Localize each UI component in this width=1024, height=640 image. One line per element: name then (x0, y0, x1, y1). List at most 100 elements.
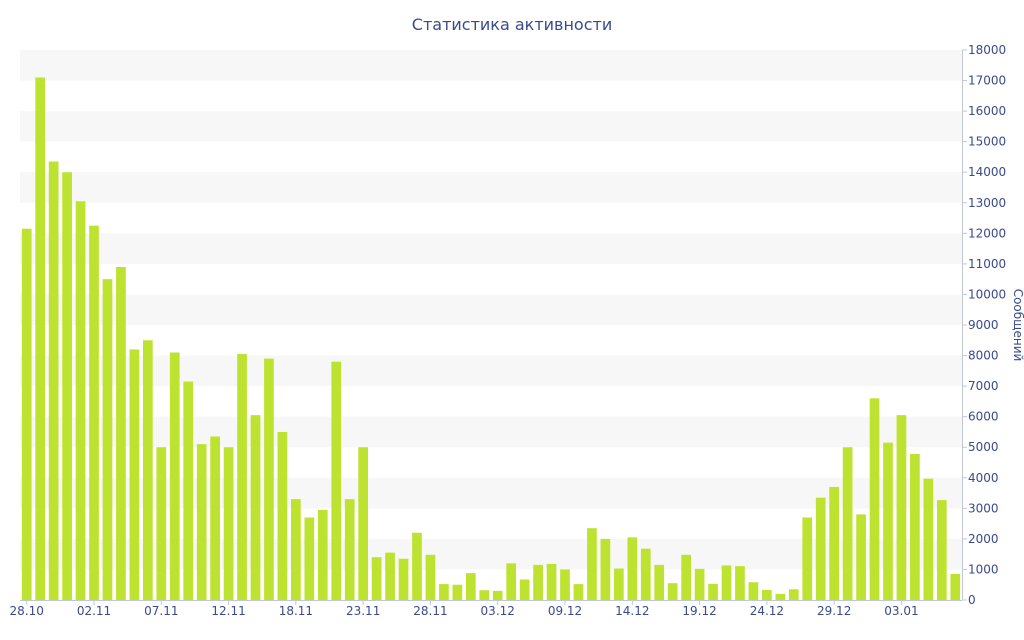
bar[interactable] (277, 431, 288, 600)
bar[interactable] (89, 225, 99, 600)
bar[interactable] (371, 557, 382, 600)
bar[interactable] (116, 266, 126, 600)
y-tick-label: 7000 (968, 379, 999, 393)
bar[interactable] (264, 358, 274, 600)
x-tick-label: 03.01 (884, 604, 918, 618)
bar[interactable] (896, 415, 907, 600)
y-tick-label: 3000 (968, 501, 999, 515)
bar[interactable] (492, 590, 503, 600)
bar[interactable] (627, 537, 638, 600)
bar[interactable] (183, 381, 194, 600)
bar[interactable] (748, 582, 759, 600)
bar[interactable] (237, 354, 247, 600)
bar[interactable] (35, 77, 46, 601)
bar[interactable] (291, 499, 301, 600)
bar[interactable] (600, 538, 611, 600)
y-axis-title: Сообщений (1011, 289, 1024, 362)
bar[interactable] (62, 172, 72, 600)
grid-band (20, 233, 962, 264)
bar[interactable] (425, 554, 436, 600)
bar[interactable] (829, 486, 839, 600)
bar[interactable] (331, 361, 342, 600)
y-tick-label: 18000 (968, 43, 1006, 57)
bar[interactable] (923, 478, 934, 600)
bar[interactable] (479, 590, 490, 600)
bar[interactable] (48, 161, 59, 600)
bar[interactable] (196, 444, 207, 600)
bar[interactable] (694, 568, 705, 600)
bar[interactable] (775, 593, 786, 600)
bar[interactable] (506, 563, 517, 600)
bar[interactable] (358, 447, 368, 600)
y-tick-label: 9000 (968, 318, 999, 332)
bar[interactable] (802, 517, 813, 601)
y-tick-label: 0 (968, 593, 976, 607)
bar[interactable] (304, 517, 315, 601)
grid-band (20, 416, 962, 448)
x-tick-label: 03.12 (481, 604, 515, 618)
bar[interactable] (317, 509, 328, 600)
bar[interactable] (815, 497, 826, 600)
x-axis-ticks: 28.10 02.11 07.11 12.11 18.11 23.11 28.11 03.12… (10, 600, 919, 618)
bar[interactable] (950, 574, 961, 600)
bar[interactable] (910, 453, 920, 600)
bar[interactable] (735, 566, 745, 600)
y-tick-label: 2000 (968, 532, 999, 546)
bar[interactable] (143, 340, 153, 600)
bar[interactable] (344, 499, 355, 600)
bar[interactable] (762, 589, 772, 600)
bar[interactable] (640, 548, 651, 600)
x-tick-label: 09.12 (548, 604, 582, 618)
bar[interactable] (667, 583, 678, 600)
bar[interactable] (560, 569, 570, 600)
bar[interactable] (587, 528, 597, 600)
bar[interactable] (546, 563, 557, 600)
bar[interactable] (573, 584, 584, 600)
y-tick-label: 10000 (968, 287, 1006, 301)
bar[interactable] (681, 554, 691, 600)
bar[interactable] (842, 447, 853, 600)
y-tick-label: 13000 (968, 196, 1006, 210)
bar[interactable] (869, 398, 880, 600)
y-tick-label: 4000 (968, 471, 999, 485)
bar[interactable] (883, 442, 893, 600)
bar[interactable] (465, 573, 476, 600)
bar[interactable] (654, 564, 665, 600)
bar[interactable] (856, 514, 866, 600)
bar[interactable] (519, 579, 530, 600)
y-tick-label: 17000 (968, 74, 1006, 88)
bar[interactable] (129, 349, 140, 600)
bar[interactable] (385, 552, 395, 600)
y-tick-label: 15000 (968, 135, 1006, 149)
bar[interactable] (614, 568, 624, 600)
bar[interactable] (156, 447, 167, 600)
bar[interactable] (210, 436, 220, 600)
bar[interactable] (223, 447, 234, 600)
y-axis-ticks: 0 1000 2000 3000 4000 5000 6000 7000 8000 9000 100… (962, 43, 1006, 607)
bar[interactable] (75, 201, 86, 600)
x-tick-label: 28.11 (413, 604, 447, 618)
bar[interactable] (250, 415, 261, 600)
bar[interactable] (533, 564, 543, 600)
x-tick-label: 02.11 (77, 604, 111, 618)
bar[interactable] (412, 532, 422, 600)
bars (21, 77, 961, 601)
grid-band (20, 111, 962, 142)
x-tick-label: 19.12 (682, 604, 716, 618)
bar[interactable] (788, 589, 799, 600)
bar[interactable] (21, 228, 32, 600)
bar[interactable] (398, 558, 409, 600)
bar[interactable] (708, 583, 718, 600)
bar[interactable] (721, 565, 732, 600)
bar[interactable] (439, 584, 449, 600)
bar[interactable] (452, 584, 463, 600)
bar[interactable] (102, 279, 113, 600)
grid-band (20, 355, 962, 387)
bar[interactable] (169, 352, 180, 601)
bar[interactable] (936, 500, 947, 600)
grid-band (20, 50, 962, 81)
x-tick-label: 07.11 (144, 604, 178, 618)
y-tick-label: 16000 (968, 104, 1006, 118)
x-tick-label: 12.11 (211, 604, 245, 618)
